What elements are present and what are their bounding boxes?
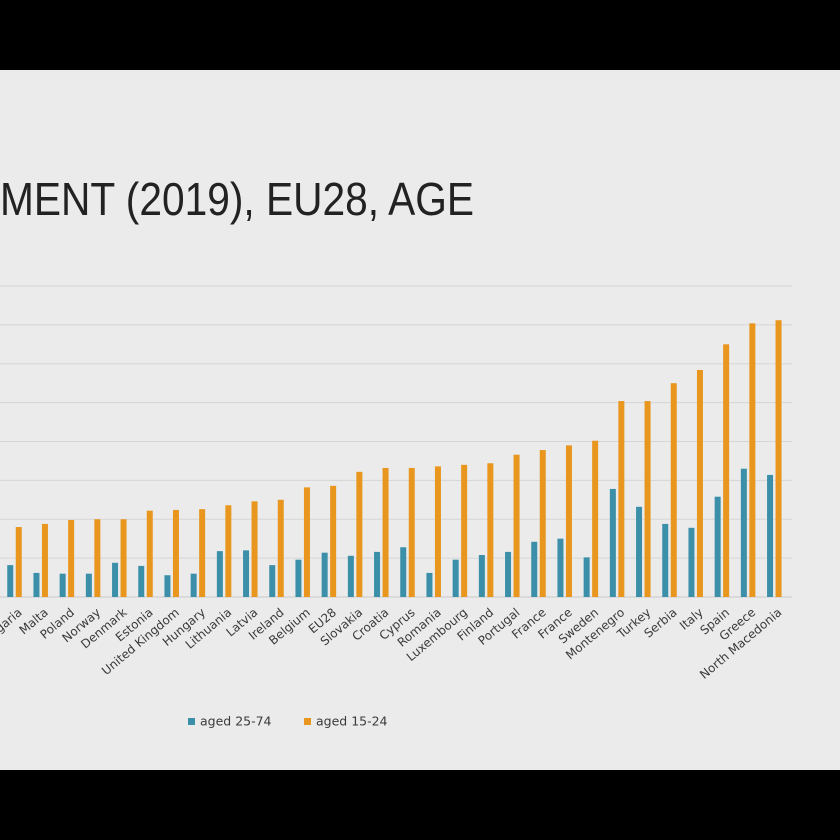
bar	[251, 501, 258, 597]
bar	[609, 488, 616, 597]
bar	[592, 440, 599, 597]
bar	[688, 527, 695, 597]
bar	[670, 383, 677, 597]
legend-label: aged 25-74	[200, 714, 272, 729]
bar	[636, 506, 643, 597]
bar	[740, 468, 747, 597]
bar	[68, 520, 75, 597]
bar	[120, 519, 127, 597]
bar	[775, 320, 782, 597]
bar	[85, 573, 92, 597]
bar	[749, 323, 756, 597]
bar	[269, 565, 276, 597]
bar	[767, 474, 774, 597]
bar	[146, 510, 153, 597]
bar	[644, 401, 651, 597]
bar	[487, 463, 494, 597]
chart-title: MENT (2019), EU28, AGE	[0, 173, 474, 225]
bar	[199, 509, 206, 597]
bar	[216, 551, 223, 597]
bar	[15, 527, 22, 597]
bar	[330, 485, 337, 597]
legend-swatch	[304, 718, 311, 725]
bar	[478, 555, 485, 597]
bar	[138, 565, 145, 597]
bar	[618, 401, 625, 597]
bar	[505, 551, 512, 597]
bar	[696, 369, 703, 597]
bar	[714, 496, 721, 597]
bar	[190, 573, 197, 597]
bar	[513, 454, 520, 597]
bar	[461, 464, 468, 597]
top-bar	[0, 0, 840, 70]
bar	[662, 523, 669, 597]
bar	[347, 555, 354, 597]
legend-label: aged 15-24	[316, 714, 388, 729]
bar	[172, 509, 179, 597]
bar	[41, 523, 48, 597]
bar	[557, 538, 564, 597]
bottom-bar	[0, 770, 840, 840]
bar	[565, 445, 572, 597]
bar	[112, 562, 119, 597]
bar	[321, 552, 328, 597]
bar	[7, 565, 14, 597]
bar	[59, 573, 66, 597]
bar	[400, 547, 407, 597]
bar	[531, 541, 538, 597]
bar	[303, 487, 310, 597]
bar	[374, 551, 381, 597]
bar	[164, 575, 171, 597]
bar	[539, 450, 546, 597]
bar	[408, 467, 415, 597]
bar	[225, 505, 232, 597]
bar	[295, 559, 302, 597]
bar	[723, 344, 730, 597]
bar	[356, 471, 363, 597]
bar	[426, 572, 433, 597]
bar	[94, 519, 101, 597]
bar	[583, 557, 590, 597]
bar	[434, 466, 441, 597]
bar	[277, 499, 284, 597]
bar	[243, 550, 250, 597]
legend-swatch	[188, 718, 195, 725]
bar	[33, 572, 40, 597]
bar	[382, 467, 389, 597]
bar	[452, 559, 459, 597]
